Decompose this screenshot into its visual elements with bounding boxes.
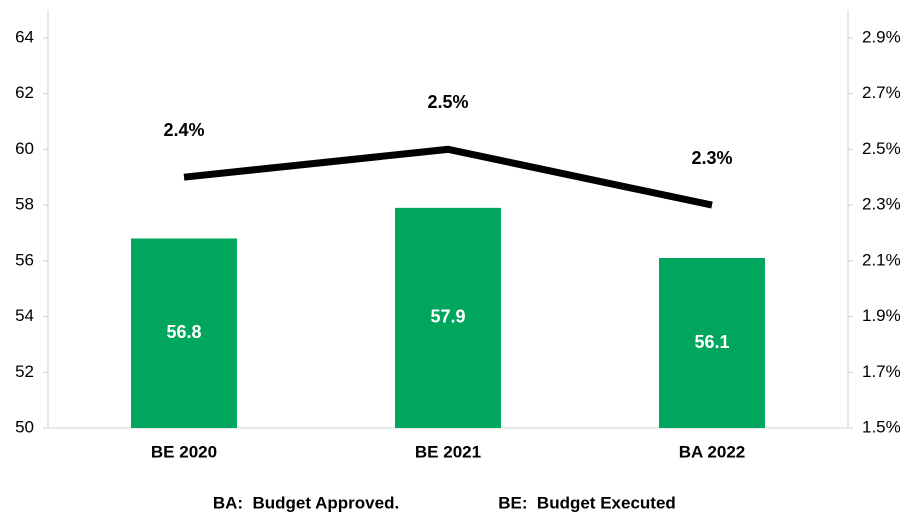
y2-tick-label: 1.9% bbox=[862, 306, 901, 325]
y-tick-label: 56 bbox=[15, 250, 34, 269]
y-tick-label: 58 bbox=[15, 195, 34, 214]
line-label: 2.4% bbox=[163, 120, 204, 140]
bar bbox=[131, 238, 237, 428]
y2-tick-label: 2.5% bbox=[862, 139, 901, 158]
bar-label: 56.8 bbox=[166, 322, 201, 342]
x-tick-label: BE 2021 bbox=[415, 442, 481, 461]
line-label: 2.3% bbox=[691, 148, 732, 168]
bar-label: 57.9 bbox=[430, 307, 465, 327]
line-label: 2.5% bbox=[427, 92, 468, 112]
y2-tick-label: 2.7% bbox=[862, 83, 901, 102]
y-tick-label: 60 bbox=[15, 139, 34, 158]
y-tick-label: 50 bbox=[15, 417, 34, 436]
bar bbox=[395, 207, 501, 428]
y2-tick-label: 1.7% bbox=[862, 362, 901, 381]
y-tick-label: 62 bbox=[15, 83, 34, 102]
y2-tick-label: 2.3% bbox=[862, 195, 901, 214]
footnote: BE: Budget Executed bbox=[498, 493, 676, 512]
line bbox=[183, 145, 713, 209]
y-tick-label: 52 bbox=[15, 362, 34, 381]
bar-label: 56.1 bbox=[694, 332, 729, 352]
footnote: BA: Budget Approved. bbox=[213, 493, 399, 512]
y-tick-label: 64 bbox=[15, 27, 34, 46]
y2-tick-label: 2.1% bbox=[862, 250, 901, 269]
x-tick-label: BA 2022 bbox=[679, 442, 745, 461]
x-tick-label: BE 2020 bbox=[151, 442, 217, 461]
y2-tick-label: 2.9% bbox=[862, 27, 901, 46]
y2-tick-label: 1.5% bbox=[862, 417, 901, 436]
bar bbox=[659, 258, 765, 428]
y-tick-label: 54 bbox=[15, 306, 34, 325]
